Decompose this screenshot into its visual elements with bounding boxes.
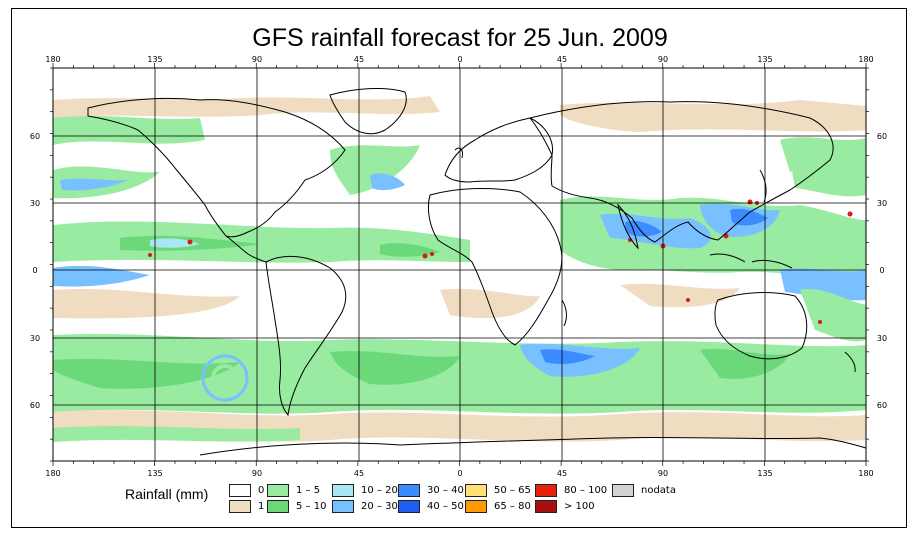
lat-label-left: 30 bbox=[30, 334, 40, 343]
lat-label-left: 60 bbox=[30, 401, 40, 410]
lon-label-bottom: 180 bbox=[858, 469, 873, 478]
legend-swatch bbox=[229, 500, 251, 513]
lat-label-right: 30 bbox=[877, 334, 887, 343]
lon-label-bottom: 90 bbox=[658, 469, 668, 478]
legend-swatch bbox=[535, 500, 557, 513]
legend-label: 30 – 40 bbox=[427, 485, 464, 496]
lon-label-top: 90 bbox=[252, 55, 262, 64]
lat-label-right: 60 bbox=[877, 132, 887, 141]
lat-label-left: 0 bbox=[32, 266, 37, 275]
lon-label-bottom: 0 bbox=[457, 469, 462, 478]
lon-label-top: 0 bbox=[457, 55, 462, 64]
lon-label-bottom: 90 bbox=[252, 469, 262, 478]
figure-frame bbox=[11, 8, 907, 528]
legend-label: 10 – 20 bbox=[361, 485, 398, 496]
legend-swatch bbox=[332, 484, 354, 497]
lat-label-right: 30 bbox=[877, 199, 887, 208]
lat-label-right: 0 bbox=[879, 266, 884, 275]
legend-label: 65 – 80 bbox=[494, 501, 531, 512]
lat-label-left: 60 bbox=[30, 132, 40, 141]
legend-label: 20 – 30 bbox=[361, 501, 398, 512]
legend-swatch bbox=[267, 500, 289, 513]
legend-swatch bbox=[398, 500, 420, 513]
lon-label-bottom: 180 bbox=[45, 469, 60, 478]
legend-label: 40 – 50 bbox=[427, 501, 464, 512]
legend-label: 80 – 100 bbox=[564, 485, 608, 496]
legend-swatch bbox=[332, 500, 354, 513]
lon-label-top: 45 bbox=[557, 55, 567, 64]
lon-label-bottom: 45 bbox=[557, 469, 567, 478]
lon-label-bottom: 135 bbox=[757, 469, 772, 478]
lon-label-bottom: 135 bbox=[147, 469, 162, 478]
legend-swatch bbox=[612, 484, 634, 497]
lat-label-left: 30 bbox=[30, 199, 40, 208]
graticule bbox=[53, 68, 866, 461]
lon-label-top: 90 bbox=[658, 55, 668, 64]
legend-label: nodata bbox=[641, 485, 676, 496]
lon-label-top: 180 bbox=[45, 55, 60, 64]
lon-label-top: 180 bbox=[858, 55, 873, 64]
map-title: GFS rainfall forecast for 25 Jun. 2009 bbox=[252, 24, 668, 52]
tick-marks bbox=[50, 63, 869, 466]
lon-label-top: 45 bbox=[354, 55, 364, 64]
lon-label-top: 135 bbox=[757, 55, 772, 64]
legend-swatch bbox=[465, 484, 487, 497]
legend-swatch bbox=[465, 500, 487, 513]
legend-swatch bbox=[267, 484, 289, 497]
legend-label: 1 – 5 bbox=[296, 485, 321, 496]
lon-label-bottom: 45 bbox=[354, 469, 364, 478]
legend-label: 1 bbox=[258, 501, 265, 512]
legend-swatch bbox=[535, 484, 557, 497]
legend-label: > 100 bbox=[564, 501, 595, 512]
legend-swatch bbox=[229, 484, 251, 497]
lon-label-top: 135 bbox=[147, 55, 162, 64]
legend-title: Rainfall (mm) bbox=[125, 486, 209, 502]
legend-label: 5 – 10 bbox=[296, 501, 327, 512]
legend-label: 0 bbox=[258, 485, 265, 496]
lat-label-right: 60 bbox=[877, 401, 887, 410]
legend-swatch bbox=[398, 484, 420, 497]
coastlines bbox=[87, 87, 867, 456]
legend-label: 50 – 65 bbox=[494, 485, 531, 496]
